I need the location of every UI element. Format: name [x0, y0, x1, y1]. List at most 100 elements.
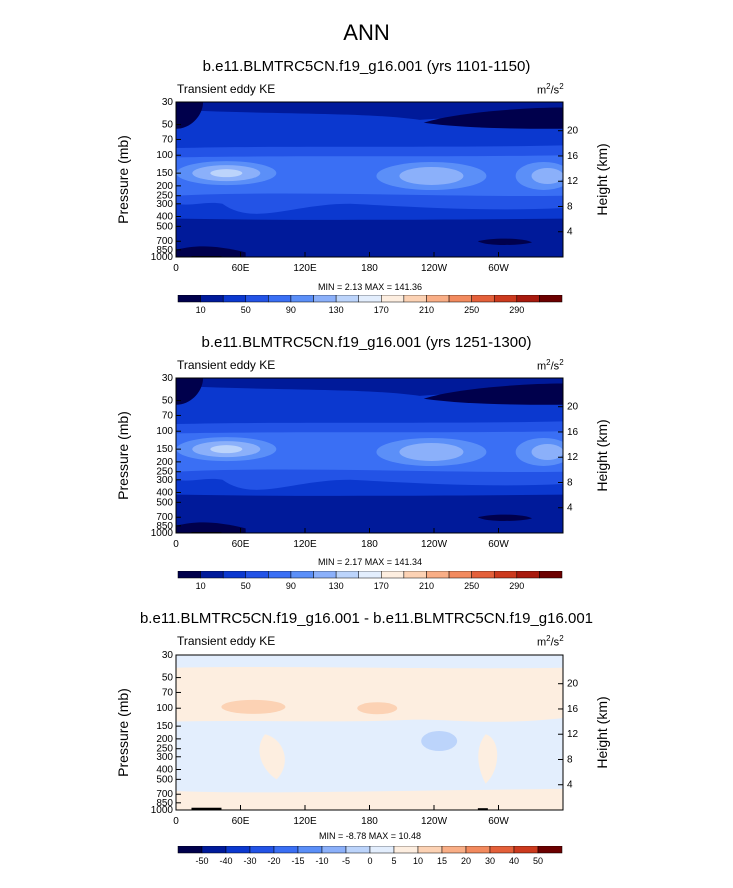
- colorbar-swatch: [539, 571, 563, 579]
- colorbar-swatch: [489, 846, 515, 854]
- colorbar-label: 5: [391, 856, 396, 866]
- colorbar-swatch: [417, 846, 443, 854]
- contour-fill-group: [176, 655, 563, 810]
- colorbar-swatch: [249, 846, 275, 854]
- colorbar-label: 15: [437, 856, 447, 866]
- topography-mask: [477, 808, 488, 810]
- colorbar-label: 20: [461, 856, 471, 866]
- height-tick-label: 16: [567, 151, 579, 162]
- y-axis-label-right: Height (km): [594, 143, 610, 215]
- contour-min-region: [423, 383, 563, 405]
- colorbar-label: 0: [367, 856, 372, 866]
- colorbar-label: 90: [286, 581, 296, 591]
- x-tick-label: 180: [361, 263, 378, 274]
- colorbar-swatch: [471, 295, 495, 303]
- y-axis-label: Pressure (mb): [115, 411, 131, 500]
- colorbar-swatch: [313, 295, 337, 303]
- colorbar-swatch: [448, 295, 472, 303]
- contour-lower-troposphere: [176, 494, 563, 533]
- y-tick-label: 400: [156, 487, 173, 498]
- colorbar-label: -50: [195, 856, 208, 866]
- x-tick-label: 60E: [232, 263, 250, 274]
- panel-1-label: Transient eddy KE: [177, 82, 276, 96]
- colorbar-label: -15: [291, 856, 304, 866]
- height-tick-label: 4: [567, 780, 573, 791]
- y-tick-label: 150: [156, 168, 173, 179]
- colorbar-swatch: [516, 571, 540, 579]
- colorbar-swatch: [513, 846, 539, 854]
- colorbar-swatch: [393, 846, 419, 854]
- y-axis-label: Pressure (mb): [115, 135, 131, 224]
- x-tick-label: 120E: [293, 816, 317, 827]
- colorbar-swatch: [321, 846, 347, 854]
- colorbar-label: 50: [241, 581, 251, 591]
- x-tick-label: 0: [173, 263, 179, 274]
- contour-jet-max-far: [531, 167, 563, 184]
- panel-2-min-max: MIN = 2.17 MAX = 141.34: [317, 557, 423, 567]
- colorbar-swatch: [222, 295, 247, 303]
- colorbar-swatch: [335, 571, 359, 579]
- y-tick-label: 200: [156, 181, 173, 192]
- colorbar-swatch: [222, 571, 247, 579]
- x-tick-label: 120W: [421, 816, 448, 827]
- panel-2-label: Transient eddy KE: [177, 358, 276, 372]
- x-tick-label: 120E: [293, 539, 317, 550]
- height-tick-label: 20: [567, 679, 579, 690]
- x-tick-label: 120W: [421, 263, 448, 274]
- y-axis-label: Pressure (mb): [115, 688, 131, 777]
- y-tick-label: 700: [156, 512, 173, 523]
- y-tick-label: 500: [156, 221, 173, 232]
- topography-mask: [191, 807, 222, 810]
- page-title: ANN: [343, 20, 390, 45]
- panel-3-units: m2/s2: [537, 634, 564, 649]
- height-tick-label: 20: [567, 126, 579, 137]
- x-tick-label: 0: [173, 539, 179, 550]
- contour-jet-max-east: [210, 445, 243, 454]
- panel-1-colorbar: 10 50 90 130 170 210 250 290: [177, 295, 563, 315]
- y-tick-label: 200: [156, 457, 173, 468]
- y-axis-label-right: Height (km): [594, 419, 610, 491]
- colorbar-label: 10: [196, 581, 206, 591]
- contour-surface-min: [176, 522, 246, 533]
- colorbar-swatch: [290, 571, 314, 579]
- y-tick-label: 850: [156, 521, 173, 532]
- colorbar-swatch: [297, 846, 323, 854]
- y-tick-label: 30: [162, 97, 174, 108]
- y-tick-label: 1000: [151, 805, 174, 816]
- contour-positive-region: [478, 734, 498, 784]
- colorbar-label: 40: [509, 856, 519, 866]
- colorbar-label: -20: [267, 856, 280, 866]
- y-tick-label: 100: [156, 150, 173, 161]
- contour-jet-max-far: [531, 443, 563, 460]
- height-tick-label: 16: [567, 427, 579, 438]
- panel-3-title: b.e11.BLMTRC5CN.f19_g16.001 - b.e11.BLMT…: [139, 610, 594, 627]
- y-tick-label: 50: [162, 396, 174, 407]
- colorbar-swatch: [200, 571, 224, 579]
- y-tick-label: 100: [156, 426, 173, 437]
- y-tick-label: 30: [162, 650, 174, 661]
- colorbar-swatch: [426, 571, 450, 579]
- y-tick-label: 70: [162, 410, 174, 421]
- colorbar-swatch: [516, 295, 540, 303]
- height-tick-label: 4: [567, 503, 573, 514]
- height-tick-label: 4: [567, 227, 573, 238]
- contour-min-region: [423, 107, 563, 129]
- colorbar-swatch: [245, 571, 269, 579]
- y-tick-label: 400: [156, 764, 173, 775]
- height-tick-label: 8: [567, 201, 573, 212]
- colorbar-label: 90: [286, 305, 296, 315]
- colorbar-label: 50: [533, 856, 543, 866]
- colorbar-swatch: [177, 571, 201, 579]
- colorbar-label: 50: [241, 305, 251, 315]
- y-tick-label: 300: [156, 199, 173, 210]
- height-tick-label: 12: [567, 452, 579, 463]
- y-tick-label: 150: [156, 444, 173, 455]
- x-tick-label: 60W: [488, 263, 509, 274]
- colorbar-label: 10: [413, 856, 423, 866]
- colorbar-swatch: [245, 295, 269, 303]
- y-tick-label: 200: [156, 734, 173, 745]
- colorbar-swatch: [493, 295, 518, 303]
- colorbar-swatch: [426, 295, 450, 303]
